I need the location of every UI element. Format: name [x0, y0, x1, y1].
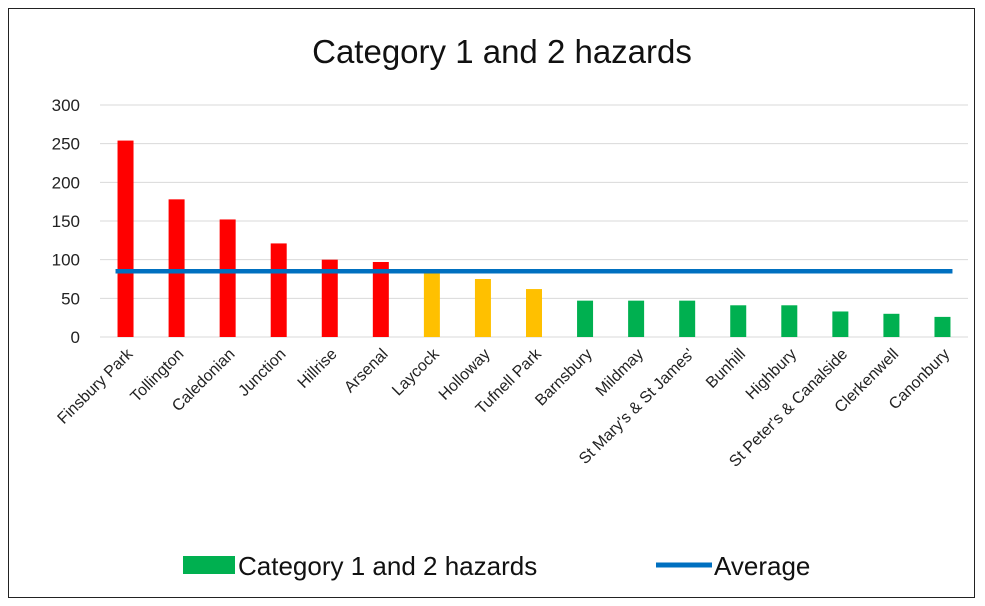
bar [526, 289, 542, 337]
bar [219, 219, 236, 337]
x-tick-label: Bunhill [703, 346, 749, 392]
bar [730, 305, 747, 337]
y-tick-label: 50 [61, 289, 80, 308]
y-tick-label: 250 [52, 135, 80, 154]
bar [781, 305, 798, 337]
bar [423, 272, 440, 337]
bar [832, 311, 849, 337]
bar [474, 279, 491, 337]
y-tick-label: 100 [52, 251, 80, 270]
legend-label-average: Average [714, 551, 810, 581]
bar [628, 300, 645, 337]
bar [372, 261, 389, 337]
x-tick-label: Arsenal [341, 346, 391, 396]
y-tick-label: 150 [52, 212, 80, 231]
gridlines [100, 104, 968, 338]
bar [934, 316, 951, 337]
y-axis-ticks: 0 50 100 150 200 250 300 [52, 96, 80, 347]
x-tick-label: Hillrise [295, 346, 341, 392]
legend-swatch-bars [183, 556, 235, 574]
y-tick-label: 200 [52, 173, 80, 192]
y-tick-label: 0 [71, 328, 80, 347]
x-tick-label: Finsbury Park [55, 345, 138, 428]
legend-label-bars: Category 1 and 2 hazards [238, 551, 537, 581]
bars [117, 140, 951, 337]
y-tick-label: 300 [52, 96, 80, 115]
bar [168, 199, 185, 337]
bar [117, 140, 134, 337]
bar [321, 259, 338, 337]
bar [679, 300, 696, 337]
bar [270, 243, 287, 337]
bar [577, 300, 594, 337]
legend: Category 1 and 2 hazards Average [183, 551, 810, 581]
chart-title: Category 1 and 2 hazards [312, 33, 692, 70]
bar [883, 313, 900, 337]
x-tick-label: Junction [235, 346, 289, 400]
x-axis-labels: Finsbury ParkTollingtonCaledonianJunctio… [55, 345, 954, 471]
